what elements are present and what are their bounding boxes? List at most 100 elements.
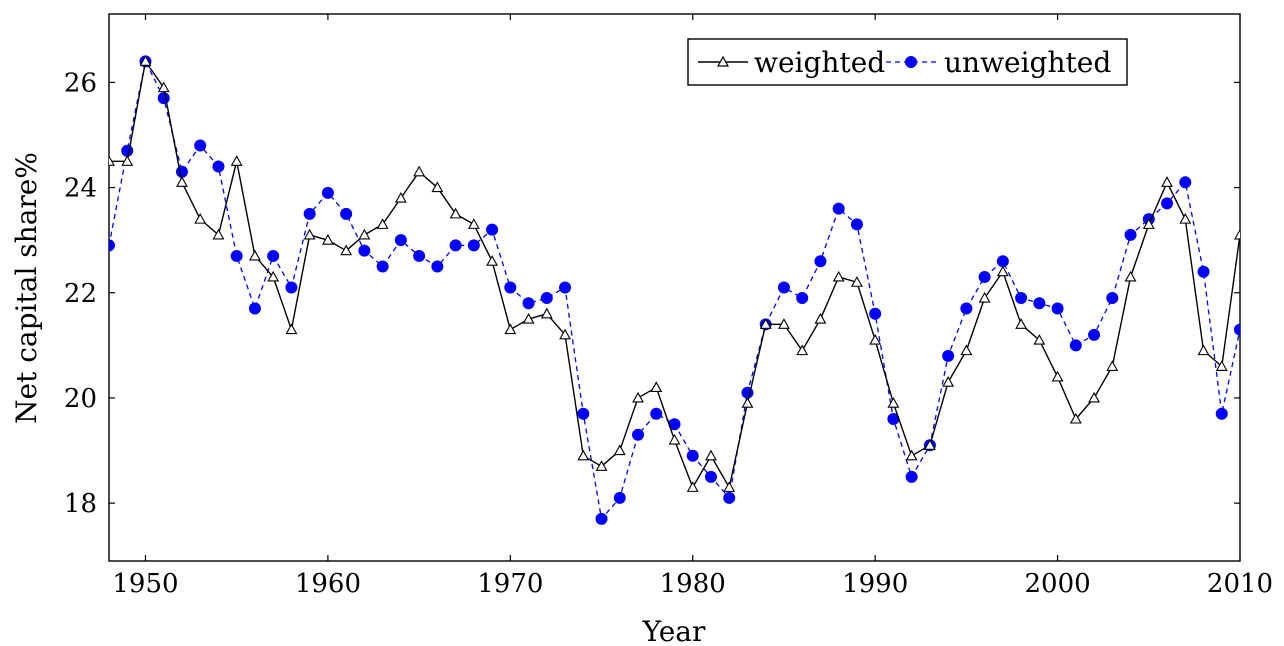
point-unweighted-1956 [248,302,261,315]
point-unweighted-2001 [1069,339,1082,352]
point-unweighted-1995 [960,302,973,315]
point-weighted-1951 [157,81,170,93]
y-tick-label-22: 22 [64,279,97,309]
point-weighted-1980 [686,481,699,492]
point-weighted-1964 [394,191,407,203]
y-axis-title: Net capital share% [10,152,43,424]
x-tick-label-2010: 2010 [1207,569,1273,599]
point-unweighted-1973 [559,281,572,294]
point-weighted-2006 [1161,176,1173,187]
point-weighted-2010 [1234,228,1240,240]
point-unweighted-2003 [1106,292,1119,305]
series-line-unweighted [109,60,1240,520]
y-tick-label-20: 20 [64,384,97,414]
point-weighted-1987 [814,312,827,324]
point-weighted-1999 [1033,333,1046,345]
axis-ticks [109,14,1241,561]
point-weighted-2001 [1069,412,1082,424]
point-weighted-1995 [960,344,973,356]
point-unweighted-1967 [449,239,462,252]
point-weighted-1993 [923,439,936,450]
point-weighted-1957 [267,270,280,282]
x-tick-label-1960: 1960 [295,569,361,599]
point-weighted-1954 [212,228,225,240]
point-unweighted-1985 [777,281,790,294]
point-weighted-1983 [741,397,754,408]
point-unweighted-2010 [1234,323,1240,336]
point-unweighted-1969 [486,223,499,236]
point-unweighted-1962 [358,244,371,257]
y-tick-label-18: 18 [64,489,97,519]
point-weighted-1950 [139,55,152,66]
x-tick-label-1970: 1970 [477,569,543,599]
point-unweighted-2008 [1197,265,1210,278]
point-weighted-1990 [869,333,882,345]
point-weighted-1974 [577,449,590,461]
point-weighted-1979 [668,433,681,445]
point-unweighted-1983 [741,386,754,399]
point-unweighted-1954 [212,160,225,173]
point-unweighted-1965 [413,249,426,262]
point-weighted-1958 [285,323,298,335]
point-weighted-1960 [321,234,334,245]
point-unweighted-1999 [1033,297,1046,310]
point-weighted-2003 [1106,360,1119,371]
legend: weighted unweighted [687,38,1128,86]
point-weighted-1948 [109,155,115,166]
point-unweighted-1958 [285,281,298,294]
point-unweighted-1959 [303,207,316,220]
point-unweighted-2006 [1161,197,1174,210]
point-weighted-1986 [796,344,809,356]
point-unweighted-1953 [194,139,207,152]
point-unweighted-1976 [613,491,626,504]
legend-weighted-marker [716,55,730,67]
point-weighted-1965 [413,165,426,177]
point-weighted-1953 [194,212,207,224]
point-unweighted-1987 [814,255,827,268]
point-weighted-1961 [340,244,353,256]
point-unweighted-1992 [905,470,918,483]
point-weighted-1959 [303,228,316,240]
point-unweighted-1989 [850,218,863,231]
point-weighted-2009 [1215,360,1228,371]
point-weighted-1985 [778,318,790,329]
point-unweighted-1952 [175,165,188,178]
point-unweighted-1986 [796,292,809,305]
point-weighted-1952 [176,176,188,187]
point-weighted-1969 [486,255,499,266]
point-weighted-1973 [559,328,571,340]
point-weighted-1955 [230,155,243,166]
legend-weighted-label: weighted [754,46,885,79]
point-unweighted-1975 [595,512,608,525]
point-unweighted-1970 [504,281,517,294]
point-weighted-2008 [1197,344,1210,356]
point-weighted-1971 [522,312,535,324]
point-unweighted-1949 [121,144,134,157]
point-weighted-1992 [905,449,918,461]
point-unweighted-1998 [1015,292,1028,305]
point-weighted-1994 [942,376,955,387]
point-unweighted-1964 [394,234,407,247]
point-unweighted-1966 [431,260,444,273]
point-weighted-1982 [723,481,736,492]
point-unweighted-1971 [522,297,535,310]
point-weighted-1984 [759,318,772,329]
point-weighted-1956 [249,249,261,261]
point-weighted-1972 [540,307,553,319]
point-unweighted-1948 [109,239,115,252]
point-weighted-2007 [1179,212,1192,224]
x-tick-label-2000: 2000 [1024,569,1090,599]
point-unweighted-1990 [869,307,882,320]
point-unweighted-2000 [1051,302,1064,315]
point-unweighted-1988 [832,202,845,215]
point-unweighted-2009 [1215,407,1228,420]
point-unweighted-1977 [632,428,645,441]
point-unweighted-1955 [230,249,243,262]
point-unweighted-1981 [704,470,717,483]
point-unweighted-1994 [942,349,955,362]
point-weighted-1970 [504,323,517,335]
point-weighted-1976 [613,444,626,456]
point-weighted-1989 [850,276,863,287]
point-weighted-1997 [996,265,1009,277]
